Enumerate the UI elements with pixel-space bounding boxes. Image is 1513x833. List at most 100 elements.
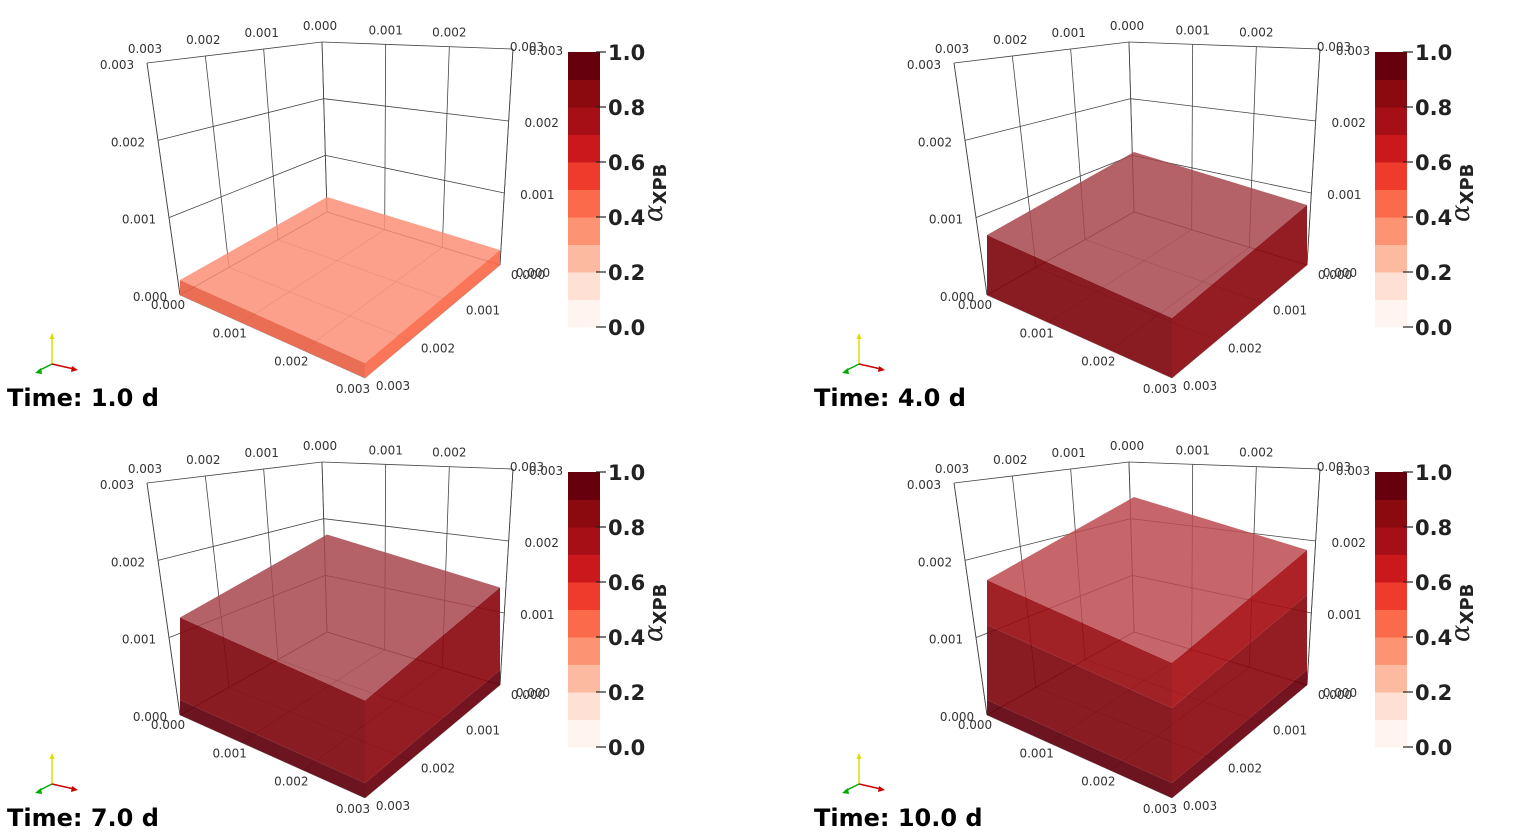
x-axis-arrow bbox=[51, 363, 75, 370]
tick-label: 0.002 bbox=[274, 774, 308, 788]
tick-label: 0.001 bbox=[1051, 446, 1085, 460]
colorbar-swatch bbox=[1375, 719, 1407, 748]
colorbar-tick-label: 0.6 bbox=[1415, 571, 1452, 595]
colorbar-tick-label: 0.8 bbox=[608, 516, 645, 540]
orientation-axes-icon bbox=[35, 333, 78, 374]
tick-label: 0.001 bbox=[212, 327, 246, 341]
grid-line bbox=[1130, 98, 1316, 122]
tick-label: 0.000 bbox=[940, 710, 974, 724]
tick-label: 0.000 bbox=[303, 439, 337, 453]
colorbar-tick-label: 0.8 bbox=[608, 96, 645, 120]
tick-label: 0.003 bbox=[128, 462, 162, 476]
tick-label: 0.003 bbox=[1336, 44, 1370, 58]
grid-line bbox=[1128, 461, 1321, 470]
colorbar-swatch bbox=[568, 609, 600, 638]
x-axis-arrow bbox=[858, 783, 882, 790]
colorbar-swatch bbox=[1375, 299, 1407, 328]
panel-1: 0.003 0.002 0.001 0.000 0.001 0.002 0.003 0.000… bbox=[7, 19, 671, 412]
y-axis-head bbox=[842, 788, 849, 794]
tick-label: 0.001 bbox=[368, 23, 402, 37]
layer-1 bbox=[180, 250, 500, 378]
block-face-front bbox=[180, 700, 365, 798]
tick-label: 0.002 bbox=[993, 453, 1027, 467]
colorbar-title-subscript: XPB bbox=[1457, 584, 1478, 625]
tick-label: 0.003 bbox=[1143, 382, 1177, 396]
tick-label: 0.002 bbox=[1081, 354, 1115, 368]
panel-4: 0.003 0.002 0.001 0.000 0.001 0.002 0.003 0.000… bbox=[814, 439, 1478, 832]
grid-line bbox=[168, 154, 326, 219]
z-axis-head bbox=[49, 753, 55, 759]
colorbar-swatch bbox=[1375, 637, 1407, 665]
tick-label: 0.003 bbox=[1183, 379, 1217, 393]
colorbar-tick-label: 1.0 bbox=[608, 461, 645, 485]
colorbar-tick-label: 0.4 bbox=[1415, 626, 1452, 650]
grid-line bbox=[321, 41, 514, 50]
tick-label: 0.001 bbox=[1175, 443, 1209, 457]
tick-label: 0.001 bbox=[122, 633, 156, 647]
tick-label: 0.002 bbox=[1331, 536, 1365, 550]
x-axis-arrow bbox=[51, 783, 75, 790]
time-label: Time: 7.0 d bbox=[7, 804, 159, 832]
axis-edge bbox=[499, 468, 514, 686]
tick-label: 0.000 bbox=[133, 290, 167, 304]
colorbar-swatch bbox=[568, 472, 600, 500]
colorbar-swatch bbox=[1375, 134, 1407, 163]
colorbar-swatch bbox=[1375, 244, 1407, 273]
tick-label: 0.002 bbox=[186, 33, 220, 47]
tick-label: 0.003 bbox=[907, 58, 941, 72]
y-axis-head bbox=[35, 788, 42, 794]
block-face-front bbox=[987, 625, 1172, 783]
tick-label: 0.003 bbox=[907, 478, 941, 492]
tick-label: 0.000 bbox=[516, 686, 550, 700]
y-axis-head bbox=[842, 368, 849, 374]
colorbar-swatch bbox=[568, 162, 600, 190]
colorbar-swatch bbox=[568, 527, 600, 555]
colorbar-tick-label: 0.0 bbox=[1415, 736, 1452, 760]
tick-label: 0.000 bbox=[511, 688, 545, 702]
block-face-side bbox=[365, 250, 500, 378]
block-face-front bbox=[987, 700, 1172, 798]
tick-label: 0.002 bbox=[524, 536, 558, 550]
tick-label: 0.002 bbox=[421, 761, 455, 775]
colorbar-swatch bbox=[1375, 472, 1407, 500]
colorbar-swatch bbox=[568, 499, 600, 528]
tick-label: 0.003 bbox=[376, 379, 410, 393]
colorbar-swatch bbox=[568, 134, 600, 163]
tick-label: 0.003 bbox=[1183, 799, 1217, 813]
axis-edge bbox=[1306, 468, 1321, 686]
colorbar-swatch bbox=[1375, 79, 1407, 108]
z-axis-head bbox=[856, 753, 862, 759]
tick-label: 0.001 bbox=[929, 213, 963, 227]
colorbar-swatch bbox=[568, 52, 600, 80]
axis-edge bbox=[499, 48, 514, 266]
block-face-top bbox=[987, 497, 1307, 663]
tick-label: 0.000 bbox=[940, 290, 974, 304]
colorbar-tick-label: 0.4 bbox=[608, 206, 645, 230]
tick-label: 0.001 bbox=[1175, 23, 1209, 37]
tick-label: 0.002 bbox=[111, 135, 145, 149]
colorbar-swatch bbox=[568, 217, 600, 245]
grid-line bbox=[263, 48, 279, 240]
grid-line bbox=[146, 41, 323, 64]
grid-line bbox=[321, 41, 328, 213]
panel-3: 0.003 0.002 0.001 0.000 0.001 0.002 0.003 0.000… bbox=[7, 439, 671, 832]
tick-label: 0.000 bbox=[1110, 19, 1144, 33]
tick-label: 0.003 bbox=[529, 44, 563, 58]
colorbar-swatch bbox=[568, 107, 600, 135]
colorbar-title: αXPB bbox=[639, 584, 671, 642]
tick-label: 0.003 bbox=[1336, 464, 1370, 478]
tick-label: 0.002 bbox=[421, 341, 455, 355]
colorbar-swatch bbox=[568, 582, 600, 610]
layer-2 bbox=[180, 587, 500, 783]
colorbar-swatch bbox=[1375, 499, 1407, 528]
colorbar-title-subscript: XPB bbox=[650, 584, 671, 625]
tick-label: 0.003 bbox=[100, 58, 134, 72]
tick-label: 0.002 bbox=[1228, 761, 1262, 775]
tick-label: 0.003 bbox=[1143, 802, 1177, 816]
colorbar-tick-label: 0.2 bbox=[608, 681, 645, 705]
tick-label: 0.000 bbox=[958, 718, 992, 732]
tick-label: 0.002 bbox=[1228, 341, 1262, 355]
colorbar: 0.0 0.2 0.4 0.6 0.8 1.0 αXPB bbox=[1375, 461, 1478, 760]
tick-label: 0.001 bbox=[466, 724, 500, 738]
